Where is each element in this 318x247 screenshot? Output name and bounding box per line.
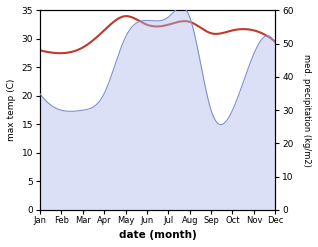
X-axis label: date (month): date (month) [119, 230, 197, 240]
Y-axis label: med. precipitation (kg/m2): med. precipitation (kg/m2) [302, 54, 311, 167]
Y-axis label: max temp (C): max temp (C) [7, 79, 16, 141]
